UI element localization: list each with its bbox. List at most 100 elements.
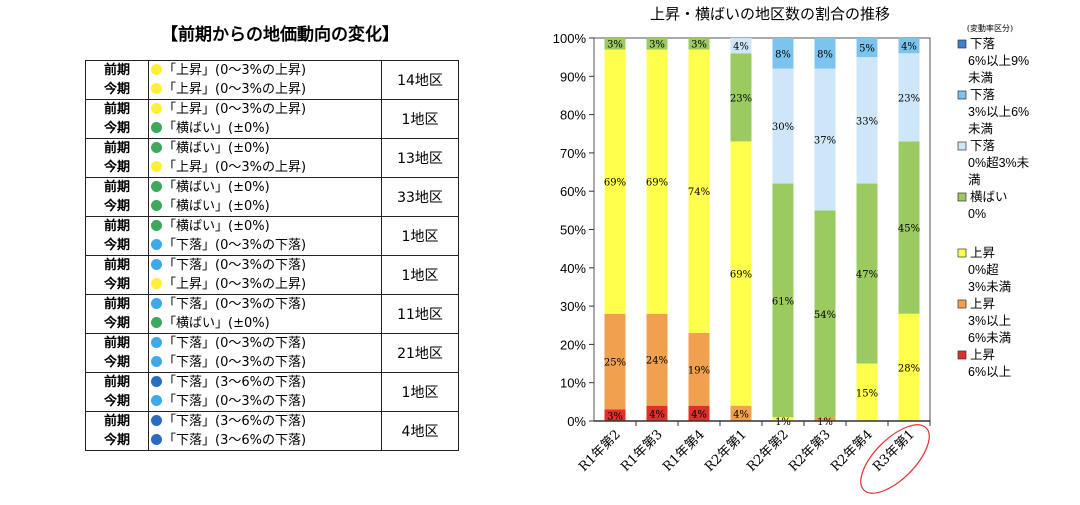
change-text: 「横ばい」(±0%) bbox=[163, 180, 270, 195]
bar-segment bbox=[856, 183, 878, 364]
bar-segment bbox=[814, 210, 836, 418]
chart-title: 上昇・横ばいの地区数の割合の推移 bbox=[650, 5, 890, 23]
y-tick-label: 80% bbox=[560, 108, 586, 123]
change-text: 「下落」(3～6%の下落) bbox=[163, 414, 307, 429]
bar-segment bbox=[772, 38, 794, 69]
change-curr: 「下落」(0～3%の下落) bbox=[151, 236, 381, 255]
period-prev: 前期 bbox=[103, 297, 130, 312]
bar-segment bbox=[646, 313, 668, 406]
period-prev: 前期 bbox=[103, 63, 130, 78]
status-dot-icon bbox=[151, 103, 162, 114]
data-label: 4% bbox=[733, 409, 749, 420]
legend-label: 上昇 bbox=[970, 246, 995, 260]
table-row: 前期 今期 「横ばい」(±0%) 「上昇」(0～3%の上昇) 13地区 bbox=[85, 138, 459, 178]
change-text: 「下落」(3～6%の下落) bbox=[163, 375, 307, 390]
change-curr: 「上昇」(0～3%の上昇) bbox=[151, 80, 381, 99]
bar-segment bbox=[772, 417, 794, 421]
status-dot-icon bbox=[151, 337, 162, 348]
period-cell: 前期 今期 bbox=[85, 255, 149, 295]
period-prev: 前期 bbox=[103, 141, 130, 156]
data-label: 3% bbox=[649, 40, 665, 51]
change-prev: 「下落」(0～3%の下落) bbox=[151, 334, 381, 353]
x-tick-label: R2年第3 bbox=[786, 427, 834, 475]
change-prev: 「下落」(3～6%の下落) bbox=[151, 373, 381, 392]
legend-label: 下落 bbox=[970, 37, 996, 51]
status-dot-icon bbox=[151, 259, 162, 270]
change-prev: 「上昇」(0～3%の上昇) bbox=[151, 100, 381, 119]
legend-label: 3%未満 bbox=[968, 280, 1011, 294]
bar-segment bbox=[772, 183, 794, 418]
legend-title: (変動率区分) bbox=[967, 23, 1013, 33]
data-label: 8% bbox=[775, 49, 791, 60]
legend-label: 下落 bbox=[970, 139, 996, 153]
y-tick-label: 90% bbox=[560, 69, 586, 84]
legend-swatch-icon bbox=[957, 39, 967, 49]
period-curr: 今期 bbox=[103, 199, 130, 214]
change-text: 「下落」(0～3%の下落) bbox=[163, 355, 307, 370]
district-count: 21地区 bbox=[381, 333, 459, 373]
district-count: 13地区 bbox=[381, 138, 459, 178]
period-curr: 今期 bbox=[103, 238, 130, 253]
change-prev: 「横ばい」(±0%) bbox=[151, 178, 381, 197]
legend-label: 下落 bbox=[970, 88, 996, 102]
change-curr: 「横ばい」(±0%) bbox=[151, 197, 381, 216]
y-tick-label: 0% bbox=[567, 414, 586, 429]
change-prev: 「下落」(3～6%の下落) bbox=[151, 412, 381, 431]
x-tick-label: R1年第3 bbox=[618, 427, 666, 475]
bar-segment bbox=[688, 332, 710, 406]
bar-segment bbox=[688, 38, 710, 50]
legend-label: 横ばい bbox=[970, 190, 1008, 204]
status-dot-icon bbox=[151, 64, 162, 75]
legend-label: 未満 bbox=[968, 71, 993, 85]
highlight-circle bbox=[860, 424, 930, 494]
bar-segment bbox=[646, 49, 668, 314]
bar-segment bbox=[772, 68, 794, 184]
period-prev: 前期 bbox=[103, 336, 130, 351]
y-tick-label: 30% bbox=[560, 299, 586, 314]
data-label: 1% bbox=[817, 417, 833, 428]
period-curr: 今期 bbox=[103, 355, 130, 370]
data-label: 47% bbox=[856, 270, 878, 281]
district-count: 1地区 bbox=[381, 99, 459, 139]
data-label: 69% bbox=[646, 178, 668, 189]
change-cell: 「横ばい」(±0%) 「横ばい」(±0%) bbox=[148, 177, 382, 217]
period-cell: 前期 今期 bbox=[85, 216, 149, 256]
change-text: 「下落」(0～3%の下落) bbox=[163, 238, 307, 253]
period-cell: 前期 今期 bbox=[85, 294, 149, 334]
legend-label: 3%以上6% bbox=[968, 105, 1029, 119]
change-text: 「下落」(0～3%の下落) bbox=[163, 297, 307, 312]
table-row: 前期 今期 「横ばい」(±0%) 「下落」(0～3%の下落) 1地区 bbox=[85, 216, 459, 256]
change-text: 「横ばい」(±0%) bbox=[163, 141, 270, 156]
district-count: 14地区 bbox=[381, 60, 459, 100]
change-text: 「上昇」(0～3%の上昇) bbox=[163, 160, 307, 175]
period-prev: 前期 bbox=[103, 414, 130, 429]
change-cell: 「横ばい」(±0%) 「上昇」(0～3%の上昇) bbox=[148, 138, 382, 178]
period-cell: 前期 今期 bbox=[85, 372, 149, 412]
data-label: 3% bbox=[607, 40, 623, 51]
data-label: 8% bbox=[817, 49, 833, 60]
legend-swatch-icon bbox=[957, 350, 967, 360]
legend-swatch-icon bbox=[957, 90, 967, 100]
legend-label: 0%超 bbox=[968, 262, 999, 277]
data-label: 25% bbox=[604, 358, 626, 369]
status-dot-icon bbox=[151, 122, 162, 133]
legend-label: 6%以上 bbox=[968, 365, 1011, 379]
change-curr: 「上昇」(0～3%の上昇) bbox=[151, 275, 381, 294]
bar-segment bbox=[730, 405, 752, 421]
y-tick-label: 20% bbox=[560, 337, 586, 352]
status-dot-icon bbox=[151, 220, 162, 231]
bar-segment bbox=[730, 38, 752, 54]
data-label: 3% bbox=[691, 40, 707, 51]
x-tick-label: R2年第2 bbox=[744, 427, 792, 475]
bar-segment bbox=[730, 53, 752, 142]
change-prev: 「下落」(0～3%の下落) bbox=[151, 256, 381, 275]
y-tick-label: 10% bbox=[560, 376, 586, 391]
period-prev: 前期 bbox=[103, 180, 130, 195]
status-dot-icon bbox=[151, 434, 162, 445]
district-count: 1地区 bbox=[381, 255, 459, 295]
bar-segment bbox=[898, 313, 920, 421]
change-text: 「横ばい」(±0%) bbox=[163, 316, 270, 331]
change-curr: 「下落」(3～6%の下落) bbox=[151, 431, 381, 450]
data-label: 33% bbox=[856, 116, 878, 127]
status-dot-icon bbox=[151, 142, 162, 153]
